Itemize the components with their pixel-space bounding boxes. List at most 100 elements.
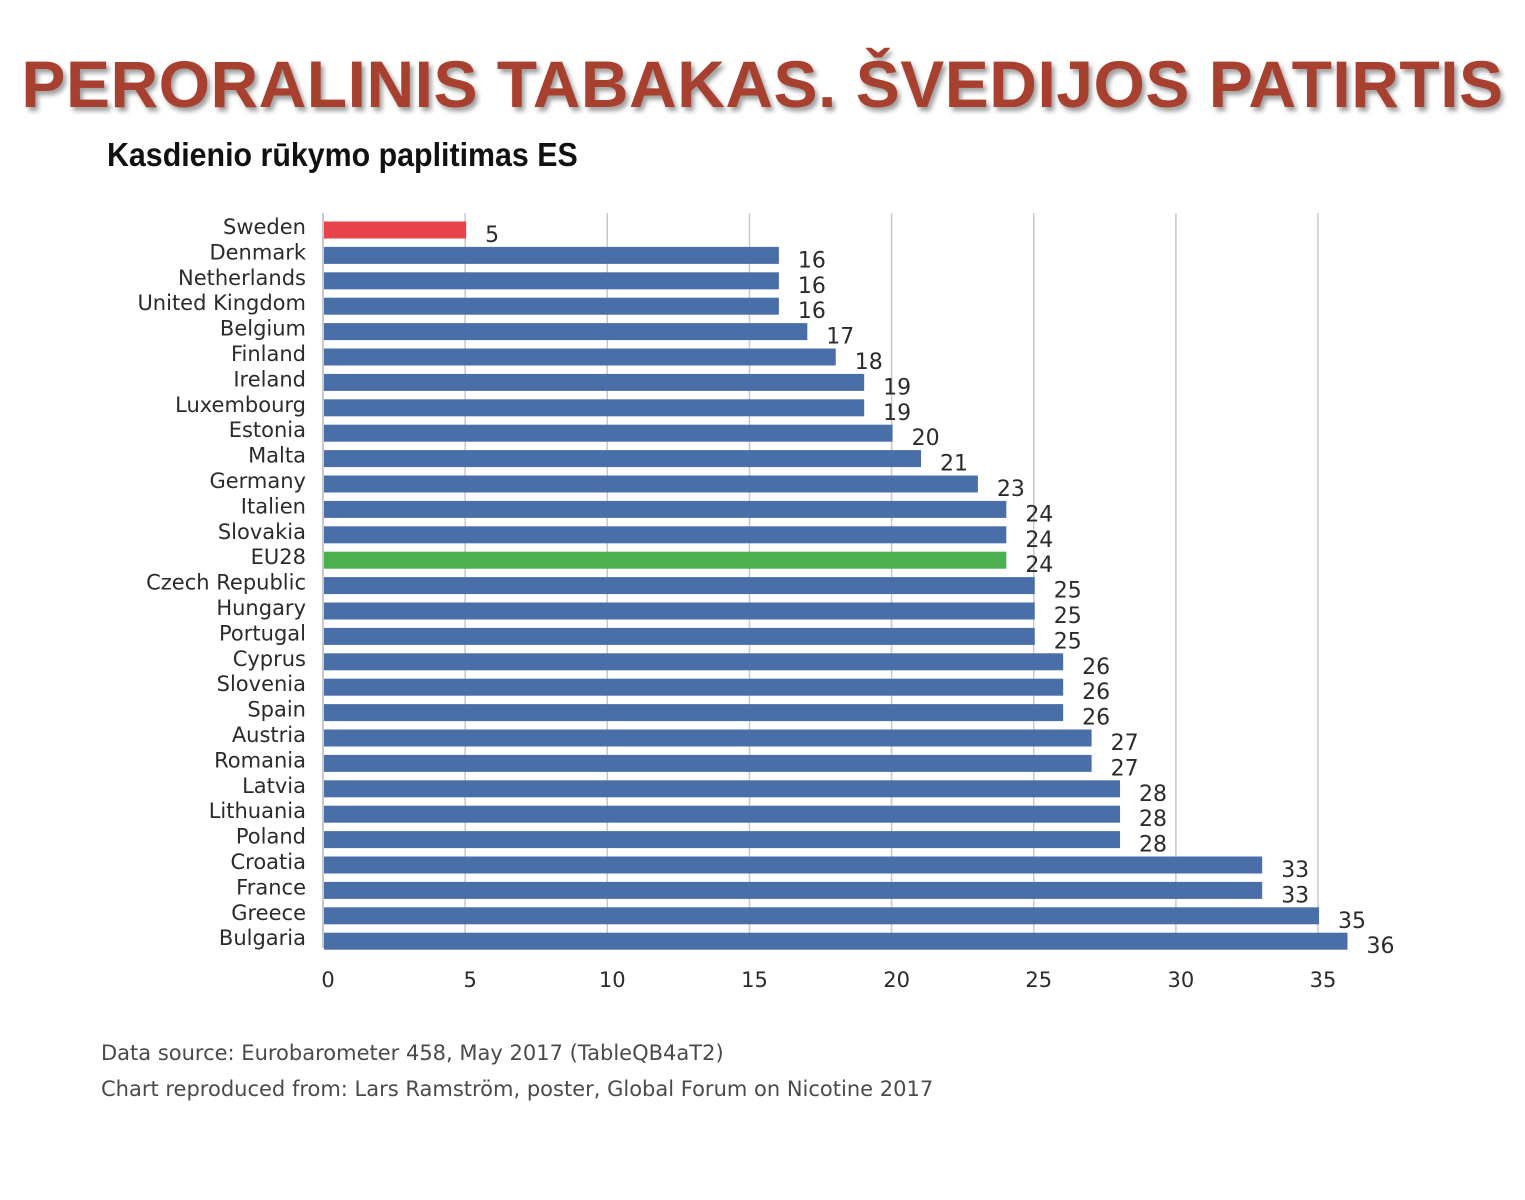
category-label: Slovakia: [218, 520, 306, 544]
value-label: 25: [1054, 629, 1082, 654]
bar: [324, 932, 1348, 950]
category-label: Estonia: [229, 418, 306, 442]
category-label: Finland: [231, 342, 306, 366]
category-label: Netherlands: [178, 266, 306, 290]
value-label: 25: [1054, 604, 1082, 629]
bar: [324, 221, 467, 239]
category-label: Denmark: [209, 240, 306, 264]
slide-title: PERORALINIS TABAKAS. ŠVEDIJOS PATIRTIS: [21, 47, 1504, 121]
category-label: Romania: [214, 748, 306, 772]
value-label: 24: [1025, 502, 1053, 527]
category-label: Poland: [236, 825, 306, 849]
x-tick-label: 15: [741, 968, 768, 992]
value-label: 33: [1281, 858, 1309, 883]
value-label: 28: [1139, 782, 1167, 807]
value-label: 16: [798, 274, 826, 299]
bar: [324, 323, 808, 341]
category-label: Portugal: [219, 621, 306, 645]
bar: [324, 907, 1320, 925]
x-tick-label: 0: [321, 968, 334, 992]
value-label: 26: [1082, 680, 1110, 705]
value-label: 27: [1111, 731, 1139, 756]
bar: [324, 577, 1035, 595]
bar: [324, 704, 1064, 722]
bar: [324, 551, 1007, 569]
bar: [324, 246, 779, 264]
category-label: Italien: [241, 494, 306, 518]
bar: [324, 272, 779, 290]
category-label: Ireland: [233, 367, 306, 391]
category-label: Luxembourg: [175, 393, 306, 417]
value-label: 5: [485, 223, 499, 248]
category-label: Cyprus: [233, 647, 306, 671]
value-label: 36: [1366, 934, 1394, 959]
category-label: Bulgaria: [219, 926, 306, 950]
category-label: United Kingdom: [137, 291, 306, 315]
chart-credit-note: Chart reproduced from: Lars Ramström, po…: [101, 1077, 934, 1101]
value-label: 20: [912, 426, 940, 451]
bar: [324, 424, 893, 442]
x-tick-label: 30: [1168, 968, 1195, 992]
bar: [324, 475, 978, 493]
value-label: 18: [855, 350, 883, 375]
category-label: Austria: [232, 723, 306, 747]
x-tick-label: 25: [1025, 968, 1052, 992]
bars: [324, 221, 1348, 950]
value-label: 25: [1054, 579, 1082, 604]
category-label: France: [236, 875, 306, 899]
bar: [324, 500, 1007, 518]
x-tick-label: 5: [463, 968, 476, 992]
category-label: Croatia: [231, 850, 307, 874]
value-label: 24: [1025, 553, 1053, 578]
category-label: Czech Republic: [146, 571, 306, 595]
bar-chart: 0 5 10 15 20 25 30 35 Sweden 5 Denmark 16 Netherland…: [137, 213, 1394, 992]
bar: [324, 602, 1035, 620]
bar: [324, 373, 865, 391]
bar: [324, 729, 1092, 747]
value-label: 28: [1139, 833, 1167, 858]
value-label: 35: [1338, 909, 1366, 934]
value-label: 23: [997, 477, 1025, 502]
data-source-note: Data source: Eurobarometer 458, May 2017…: [101, 1041, 724, 1065]
bar: [324, 399, 865, 417]
category-label: Latvia: [242, 774, 306, 798]
category-label: Greece: [231, 901, 306, 925]
category-label: Hungary: [216, 596, 306, 620]
value-label: 27: [1111, 756, 1139, 781]
bar: [324, 754, 1092, 772]
bar: [324, 627, 1035, 645]
category-label: Sweden: [223, 215, 306, 239]
value-label: 26: [1082, 655, 1110, 680]
bar: [324, 297, 779, 315]
value-label: 24: [1025, 528, 1053, 553]
value-label: 21: [940, 452, 968, 477]
bar: [324, 805, 1121, 823]
category-label: Slovenia: [217, 672, 306, 696]
value-label: 26: [1082, 706, 1110, 731]
bar: [324, 348, 836, 366]
slide-subtitle: Kasdienio rūkymo paplitimas ES: [107, 136, 578, 173]
bar: [324, 856, 1263, 874]
bar: [324, 831, 1121, 849]
bar: [324, 881, 1263, 899]
bar: [324, 653, 1064, 671]
value-label: 19: [883, 375, 911, 400]
category-label: Germany: [209, 469, 306, 493]
bar: [324, 780, 1121, 798]
value-label: 19: [883, 401, 911, 426]
bar: [324, 526, 1007, 544]
value-label: 28: [1139, 807, 1167, 832]
bar: [324, 450, 922, 468]
bar: [324, 678, 1064, 696]
category-label: Belgium: [220, 317, 306, 341]
labels: 0 5 10 15 20 25 30 35 Sweden 5 Denmark 16 Netherland…: [137, 215, 1394, 992]
category-label: Lithuania: [209, 799, 306, 823]
x-tick-label: 10: [599, 968, 626, 992]
category-label: Malta: [248, 444, 306, 468]
value-label: 16: [798, 248, 826, 273]
x-tick-label: 20: [883, 968, 910, 992]
category-label: Spain: [247, 698, 306, 722]
value-label: 17: [826, 325, 854, 350]
value-label: 16: [798, 299, 826, 324]
value-label: 33: [1281, 883, 1309, 908]
